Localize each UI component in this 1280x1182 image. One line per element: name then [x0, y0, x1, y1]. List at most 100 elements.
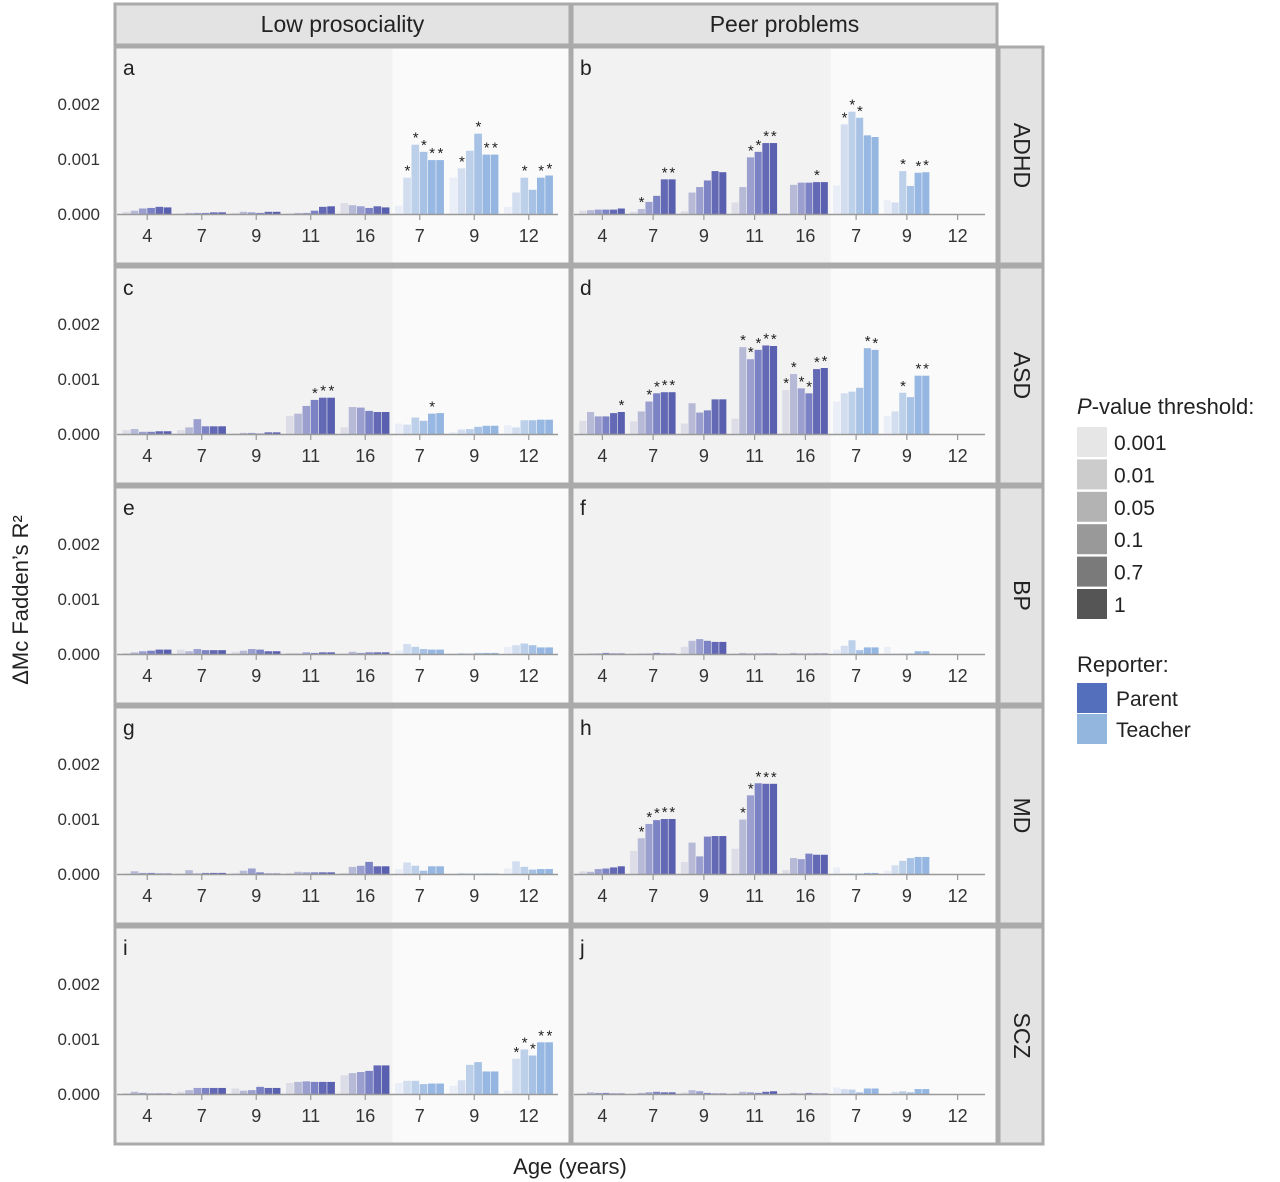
bar [193, 212, 202, 214]
bar [833, 401, 841, 434]
bar [239, 211, 248, 214]
x-tick-label: 16 [355, 226, 375, 246]
bar [310, 1081, 319, 1094]
bar [176, 649, 185, 654]
bar [871, 647, 879, 654]
bar [820, 854, 828, 874]
bar [520, 643, 529, 654]
column-header-box [570, 2, 999, 47]
bar [820, 368, 828, 434]
bar [719, 641, 727, 654]
significance-star: * [475, 119, 481, 136]
x-tick-label: 9 [469, 446, 479, 466]
bar [365, 861, 373, 874]
bar [503, 425, 512, 434]
bar [327, 206, 335, 214]
bar [319, 397, 327, 434]
x-tick-label: 12 [519, 446, 539, 466]
significance-star: * [646, 387, 652, 404]
bar [668, 392, 676, 434]
significance-star: * [662, 804, 668, 821]
y-tick-label: 0.000 [57, 205, 100, 224]
significance-star: * [763, 128, 769, 145]
bar [703, 410, 711, 434]
bar [660, 819, 668, 874]
bar [147, 207, 155, 214]
significance-star: * [328, 383, 334, 400]
pvalue-swatch [1077, 589, 1107, 619]
bar [840, 393, 848, 434]
bar [482, 154, 491, 214]
bar [294, 413, 302, 434]
bar [264, 651, 273, 654]
x-tick-label: 7 [851, 446, 861, 466]
bar [428, 413, 436, 434]
bar [856, 650, 864, 654]
bar [579, 420, 587, 434]
bar [762, 143, 770, 214]
bar [617, 412, 625, 434]
bar [474, 426, 482, 434]
bar [327, 1081, 335, 1094]
reporter-swatch [1077, 683, 1107, 713]
bar [813, 653, 821, 654]
pvalue-item-label: 1 [1114, 594, 1126, 617]
bar [327, 872, 335, 874]
bar [703, 180, 711, 214]
bar [185, 212, 193, 214]
x-tick-label: 16 [795, 1106, 815, 1126]
bar [645, 201, 653, 214]
significance-star: * [740, 332, 746, 349]
bar [231, 872, 240, 874]
bar [922, 651, 930, 654]
bar [394, 423, 403, 434]
bar [719, 172, 727, 214]
bar [490, 873, 499, 874]
x-tick-label: 7 [415, 666, 425, 686]
bar [231, 212, 240, 214]
x-tick-label: 9 [902, 1106, 912, 1126]
significance-star: * [748, 780, 754, 797]
bar [465, 653, 474, 654]
bar [130, 652, 139, 654]
bar [394, 1083, 403, 1094]
bar [660, 653, 668, 654]
bar [731, 202, 739, 214]
row-strip-box [997, 925, 1045, 1146]
bar [754, 1092, 762, 1094]
bar [906, 653, 914, 654]
bar [579, 1093, 587, 1094]
legend-layer: P-value threshold: 0.001 0.01 0.05 0.1 0.7 1 Re… [1077, 394, 1254, 744]
significance-star: * [669, 164, 675, 181]
panel-background-teacher [392, 267, 570, 484]
bar [373, 412, 382, 434]
bar [805, 853, 813, 874]
bar [256, 1086, 264, 1094]
bar [512, 645, 520, 654]
bar [138, 208, 147, 214]
bar [356, 407, 365, 434]
bar [797, 653, 805, 654]
significance-star: * [857, 103, 863, 120]
bar [130, 871, 139, 874]
bar [247, 432, 256, 434]
bar [833, 867, 841, 874]
pvalue-legend-title-italic: P [1077, 394, 1092, 419]
bar [122, 1092, 131, 1094]
significance-star: * [662, 377, 668, 394]
bar [813, 854, 821, 874]
bar [545, 869, 553, 874]
bar [711, 1093, 719, 1094]
bar [348, 1073, 357, 1094]
y-tick-label: 0.001 [57, 590, 100, 609]
x-tick-label: 7 [197, 666, 207, 686]
x-tick-label: 16 [795, 446, 815, 466]
x-tick-label: 11 [301, 446, 320, 466]
bar [594, 653, 602, 654]
panel-border [113, 45, 572, 266]
bar [327, 652, 335, 654]
significance-star: * [538, 1027, 544, 1044]
bar [739, 819, 747, 874]
bar [637, 1092, 645, 1094]
